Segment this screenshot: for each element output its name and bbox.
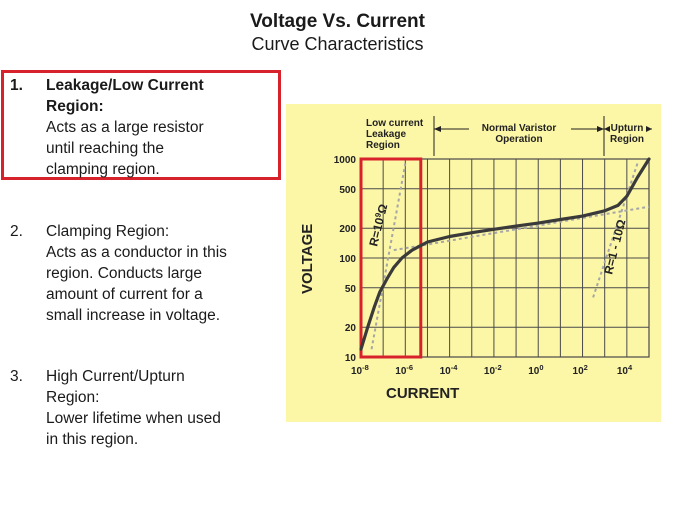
tick-layer: 10-8 10-6 10-4 10-2 100 102 104102050100200500…	[334, 155, 633, 377]
x-axis-label: CURRENT	[386, 385, 459, 402]
region-label-upturn: Upturn	[611, 123, 644, 134]
list-item-1: 1. Leakage/Low Current Region: Acts as a…	[10, 75, 280, 180]
region-arrowhead	[597, 126, 604, 132]
y-tick-label: 200	[339, 224, 356, 235]
y-tick-label: 500	[339, 185, 356, 196]
slide-title: Voltage Vs. Current	[250, 11, 425, 32]
vi-chart: R=109Ω R=1 - 10Ω 10-8 10-6 10-4 10-2 100 102 10…	[286, 104, 661, 422]
region-label-low-current: Region	[366, 140, 400, 151]
item-text: Acts as a large resistor	[46, 119, 204, 136]
y-tick-label: 1000	[334, 155, 357, 166]
x-tick-exponent: -6	[406, 363, 413, 372]
item-text: Acts as a conductor in this	[46, 244, 227, 261]
item-text: clamping region.	[46, 161, 160, 178]
y-tick-label: 50	[345, 284, 357, 295]
region-label-upturn: Region	[610, 134, 644, 145]
y-tick-label: 10	[345, 353, 357, 364]
region-label-low-current: Low current	[366, 118, 424, 129]
region-label-normal: Operation	[495, 134, 542, 145]
highlight-box	[1, 70, 281, 180]
item-heading: Region:	[46, 389, 100, 406]
x-tick-exponent: -2	[495, 363, 502, 372]
item-number: 2.	[10, 223, 23, 240]
item-text: Lower lifetime when used	[46, 410, 221, 427]
y-axis-label: VOLTAGE	[299, 224, 316, 294]
item-text: amount of current for a	[46, 286, 203, 303]
item-number: 3.	[10, 368, 23, 385]
item-text: until reaching the	[46, 140, 165, 157]
region-arrowhead	[434, 126, 441, 132]
curve-layer	[359, 157, 651, 351]
region-label-low-current: Leakage	[366, 129, 406, 140]
item-text: region. Conducts large	[46, 265, 202, 282]
annotation-r-high-exp: 9	[373, 211, 383, 218]
slide-subtitle: Curve Characteristics	[251, 34, 424, 54]
item-heading: Region:	[46, 98, 104, 115]
voltage-current-curve	[359, 157, 651, 351]
item-text: small increase in voltage.	[46, 307, 221, 324]
list-item-3: 3. High Current/Upturn Region: Lower lif…	[10, 366, 280, 450]
x-tick-exponent: 0	[539, 363, 543, 372]
x-tick-exponent: 2	[584, 363, 588, 372]
item-heading: High Current/Upturn	[46, 368, 185, 385]
region-arrowhead	[646, 126, 652, 132]
item-number: 1.	[10, 77, 23, 94]
x-tick-exponent: 4	[628, 363, 633, 372]
y-tick-label: 20	[345, 323, 357, 334]
x-tick-exponent: -4	[451, 363, 458, 372]
region-label-normal: Normal Varistor	[482, 123, 557, 134]
x-tick-exponent: -8	[362, 363, 369, 372]
item-text: in this region.	[46, 431, 139, 448]
low-current-highlight	[359, 157, 423, 359]
item-heading: Clamping Region:	[46, 223, 170, 240]
asymptote-high-r	[370, 163, 407, 350]
annotation-r-high-unit: Ω	[374, 202, 390, 215]
item-heading: Leakage/Low Current	[46, 77, 204, 94]
region-arrowhead	[604, 126, 610, 132]
chart-background	[286, 104, 661, 422]
list-item-2: 2. Clamping Region: Acts as a conductor …	[10, 221, 280, 326]
title-block: Voltage Vs. Current Curve Characteristic…	[0, 10, 675, 55]
y-tick-label: 100	[339, 254, 356, 265]
asymptote-clamp	[393, 205, 650, 252]
